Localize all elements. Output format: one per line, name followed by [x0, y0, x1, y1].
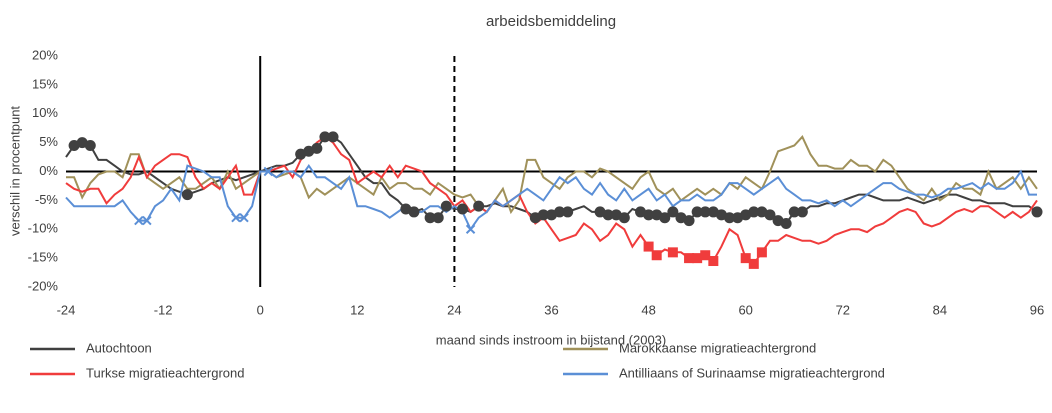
- marker: [181, 189, 193, 201]
- marker: [643, 209, 655, 221]
- y-tick-label: 10%: [32, 105, 58, 120]
- marker: [562, 206, 574, 218]
- y-tick-label: -10%: [28, 221, 59, 236]
- marker: [327, 131, 339, 143]
- x-tick-label: -12: [154, 302, 173, 317]
- marker: [788, 206, 800, 218]
- marker: [651, 250, 662, 261]
- marker: [554, 206, 566, 218]
- marker: [618, 212, 630, 224]
- x-tick-label: 0: [257, 302, 264, 317]
- marker: [456, 203, 468, 215]
- y-tick-label: -20%: [28, 278, 59, 293]
- series-line: [65, 163, 1037, 232]
- x-tick-label: 96: [1030, 302, 1044, 317]
- marker: [142, 215, 152, 226]
- y-tick-label: -5%: [35, 192, 59, 207]
- x-tick-label: 72: [836, 302, 850, 317]
- marker: [700, 250, 711, 261]
- marker: [465, 224, 476, 234]
- marker: [740, 253, 751, 264]
- marker: [424, 212, 436, 224]
- x-tick-label: 24: [447, 302, 461, 317]
- marker: [263, 166, 273, 177]
- marker: [667, 247, 678, 258]
- marker: [408, 206, 420, 218]
- y-tick-label: 20%: [32, 47, 58, 62]
- marker: [643, 241, 654, 252]
- x-tick-label: 12: [350, 302, 364, 317]
- marker: [440, 200, 452, 212]
- legend-label: Marokkaanse migratieachtergrond: [619, 340, 816, 355]
- marker: [780, 217, 792, 229]
- marker: [683, 215, 695, 227]
- marker: [667, 206, 679, 218]
- marker: [724, 212, 736, 224]
- marker: [602, 209, 614, 221]
- x-tick-label: 48: [641, 302, 655, 317]
- marker: [692, 253, 703, 264]
- x-axis-label: maand sinds instroom in bijstand (2003): [436, 332, 667, 347]
- y-axis-label: verschil in procentpunt: [7, 106, 22, 236]
- legend-label: Autochtoon: [86, 340, 152, 355]
- y-tick-label: 5%: [39, 134, 58, 149]
- y-tick-label: 0%: [39, 163, 58, 178]
- chart-title: arbeidsbemiddeling: [486, 13, 616, 30]
- marker: [796, 206, 808, 218]
- marker: [748, 258, 759, 269]
- marker: [756, 247, 767, 258]
- y-tick-label: 15%: [32, 76, 58, 91]
- marker: [231, 212, 241, 223]
- x-tick-label: 36: [544, 302, 558, 317]
- marker: [684, 253, 695, 264]
- marker: [319, 131, 331, 143]
- marker: [708, 256, 719, 267]
- marker: [537, 209, 549, 221]
- marker: [134, 215, 144, 226]
- marker: [432, 212, 444, 224]
- marker: [699, 206, 711, 218]
- legend-label: Turkse migratieachtergrond: [86, 365, 244, 380]
- marker: [239, 212, 249, 223]
- marker: [473, 200, 485, 212]
- marker: [84, 140, 96, 152]
- marker: [659, 212, 671, 224]
- x-tick-label: 60: [738, 302, 752, 317]
- legend-label: Antilliaans of Surinaamse migratieachter…: [619, 365, 885, 380]
- marker: [764, 209, 776, 221]
- series-line: [65, 135, 1038, 266]
- x-tick-label: 84: [933, 302, 947, 317]
- marker: [748, 206, 760, 218]
- marker: [1031, 206, 1043, 218]
- marker: [311, 142, 323, 154]
- series-line: [66, 135, 1038, 215]
- marker: [691, 206, 703, 218]
- y-tick-label: -15%: [28, 250, 59, 265]
- x-tick-label: -24: [57, 302, 76, 317]
